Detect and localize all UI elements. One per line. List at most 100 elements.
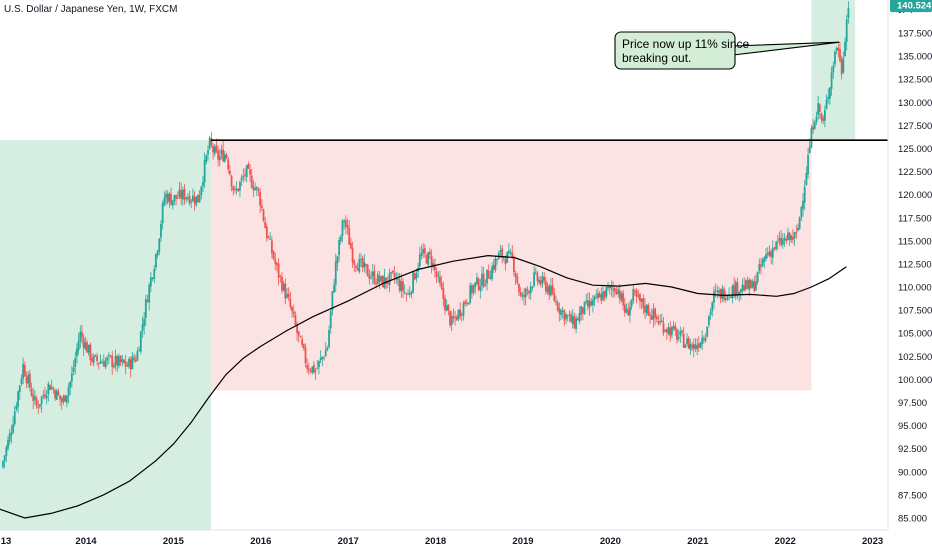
candle-body [592,299,594,306]
candle-body [523,294,525,297]
candle-body [2,461,4,467]
candle-body [338,240,341,256]
candle-body [15,405,18,410]
time-tick-label: 2019 [512,536,533,547]
candle-body [687,337,690,349]
candle-body [566,315,569,317]
candle-body [225,155,228,159]
time-tick-label: 2020 [600,536,621,547]
candle-body [558,308,561,314]
candle-body [91,358,93,362]
last-price-badge-background [890,0,932,13]
candle-body [434,264,436,271]
candle-body [660,320,663,323]
candle-body [501,248,504,258]
candle-body [220,150,223,155]
candle-body [511,252,514,257]
candle-body [650,315,653,320]
candle-body [171,200,174,206]
candle-body [750,280,752,289]
candle-body [637,295,640,297]
candle-body [50,386,53,389]
candle-body [10,432,13,436]
candle-body [734,281,737,297]
candle-body [797,227,799,231]
candle-body [8,433,11,442]
candle-body [694,344,697,349]
candle-body [151,277,154,279]
candle-body [173,195,176,202]
candle-body [86,342,88,353]
candle-body [676,329,678,341]
candle-body [403,292,406,294]
candle-body [518,284,520,293]
candle-body [697,343,700,348]
candle-body [355,265,357,268]
candle-body [627,309,630,316]
price-tick-label: 90.000 [898,467,927,478]
candle-body [62,396,65,402]
candle-body [72,367,75,372]
price-tick-label: 87.500 [898,490,927,501]
candle-body [197,194,199,203]
candle-body [496,259,499,261]
candle-body [565,314,567,320]
candle-body [603,290,606,298]
candle-body [571,315,574,325]
candle-body [553,292,556,301]
candle-body [645,304,648,314]
candle-body [810,128,813,148]
candle-body [556,302,559,310]
candle-body [748,279,751,291]
candle-body [422,249,425,254]
candle-body [3,455,6,462]
price-tick-label: 137.500 [898,29,932,40]
time-tick-label: 2017 [338,536,359,547]
candle-body [800,206,803,217]
price-axis[interactable]: 137.500 135.000 132.500 130.000 127.500 125.0… [898,29,932,525]
candle-body [590,301,593,306]
candle-body [74,358,77,367]
candle-body [760,264,762,267]
candle-body [272,251,275,259]
candle-body [59,395,62,400]
candle-body [185,197,188,200]
candle-body [615,291,618,295]
candle-body [476,277,478,284]
candle-body [99,361,102,364]
candle-body [803,186,806,203]
candle-body [376,274,379,284]
candle-body [319,357,322,361]
candle-body [509,252,512,254]
candle-body [686,338,688,345]
candle-body [393,273,396,278]
price-annotation-callout: Price now up 11% since breaking out. [614,31,840,70]
candle-body [484,284,487,286]
candle-body [276,262,278,266]
candle-body [575,318,578,330]
candle-body [212,145,214,153]
candle-body [296,325,299,334]
candle-body [625,308,628,313]
candle-body [743,285,746,291]
candle-body [600,294,603,301]
candle-body [144,299,147,318]
candle-body [385,277,388,284]
candle-body [82,337,85,348]
annotation-text-line-2: breaking out. [622,51,691,65]
candle-body [455,316,458,321]
candle-body [786,232,789,241]
candle-body [805,172,808,186]
candle-body [469,285,472,303]
candle-body [474,282,477,287]
time-axis[interactable]: 13 2014 2015 2016 2017 2018 2019 2020 2021 2022 20… [1,536,883,547]
candle-body [736,282,739,296]
candle-body [328,329,330,348]
candle-body [392,270,394,273]
candle-body [667,327,670,335]
candle-body [344,219,347,227]
candle-body [634,290,636,293]
candle-body [723,288,725,300]
candle-body [489,277,492,280]
